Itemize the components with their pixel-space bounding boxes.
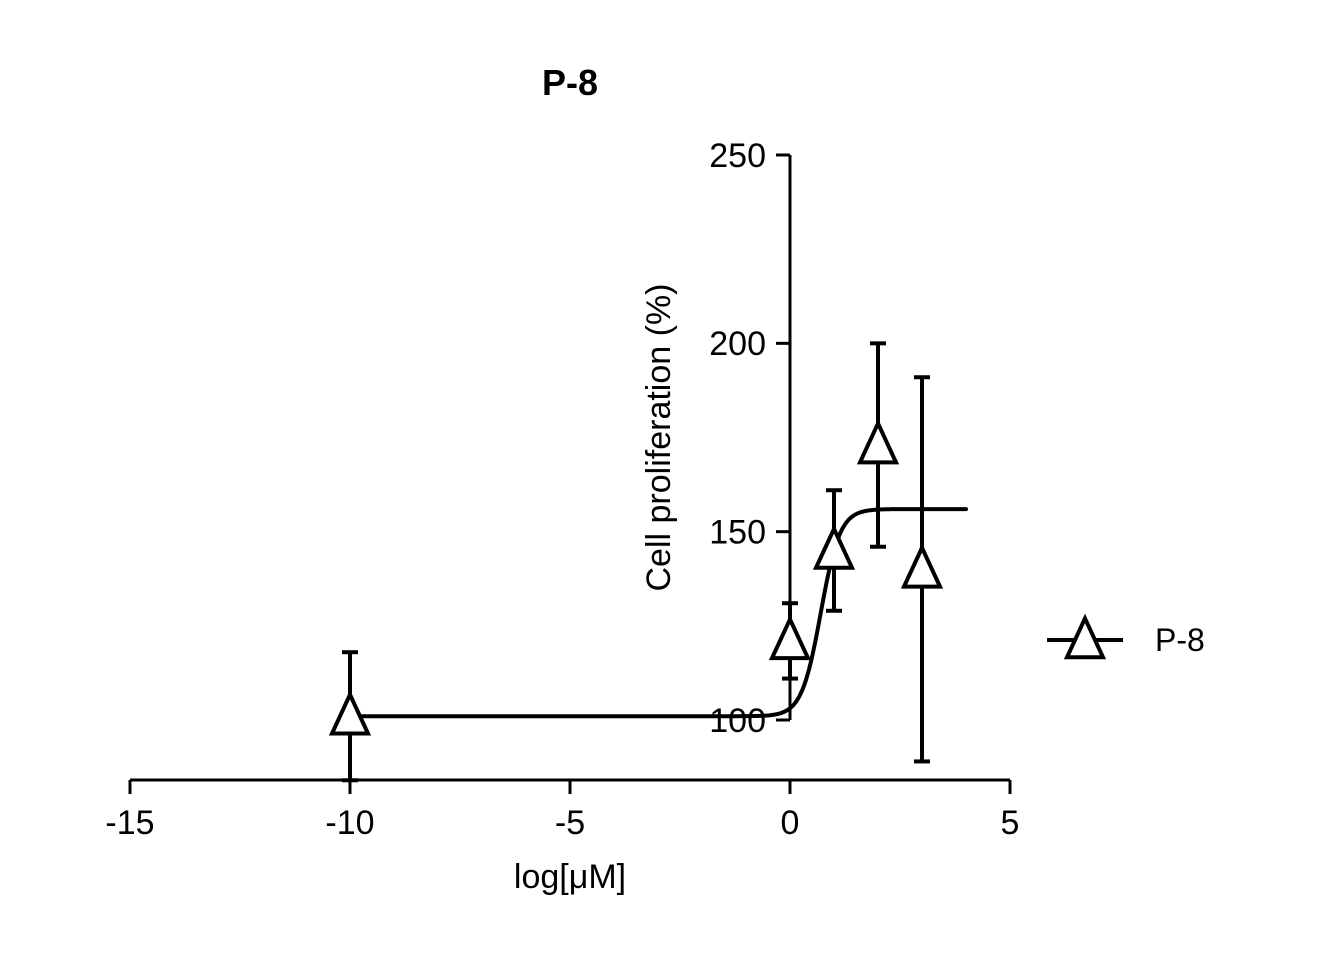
legend-label: P-8 — [1155, 622, 1205, 658]
x-tick-label: 0 — [781, 804, 800, 842]
y-tick-label: 100 — [709, 702, 766, 740]
x-axis-label: log[μM] — [514, 858, 626, 896]
y-tick-label: 200 — [709, 325, 766, 363]
x-tick-label: 5 — [1001, 804, 1020, 842]
y-tick-label: 250 — [709, 137, 766, 175]
y-axis-label: Cell proliferation (%) — [640, 284, 678, 592]
x-tick-label: -15 — [105, 804, 154, 842]
x-tick-label: -5 — [555, 804, 585, 842]
dose-response-chart: P-8 -15 -10 -5 0 5 log[μM] 100 150 200 250 Cell pro… — [0, 0, 1320, 960]
x-tick-label: -10 — [325, 804, 374, 842]
y-tick-label: 150 — [709, 514, 766, 552]
chart-title: P-8 — [542, 62, 598, 103]
